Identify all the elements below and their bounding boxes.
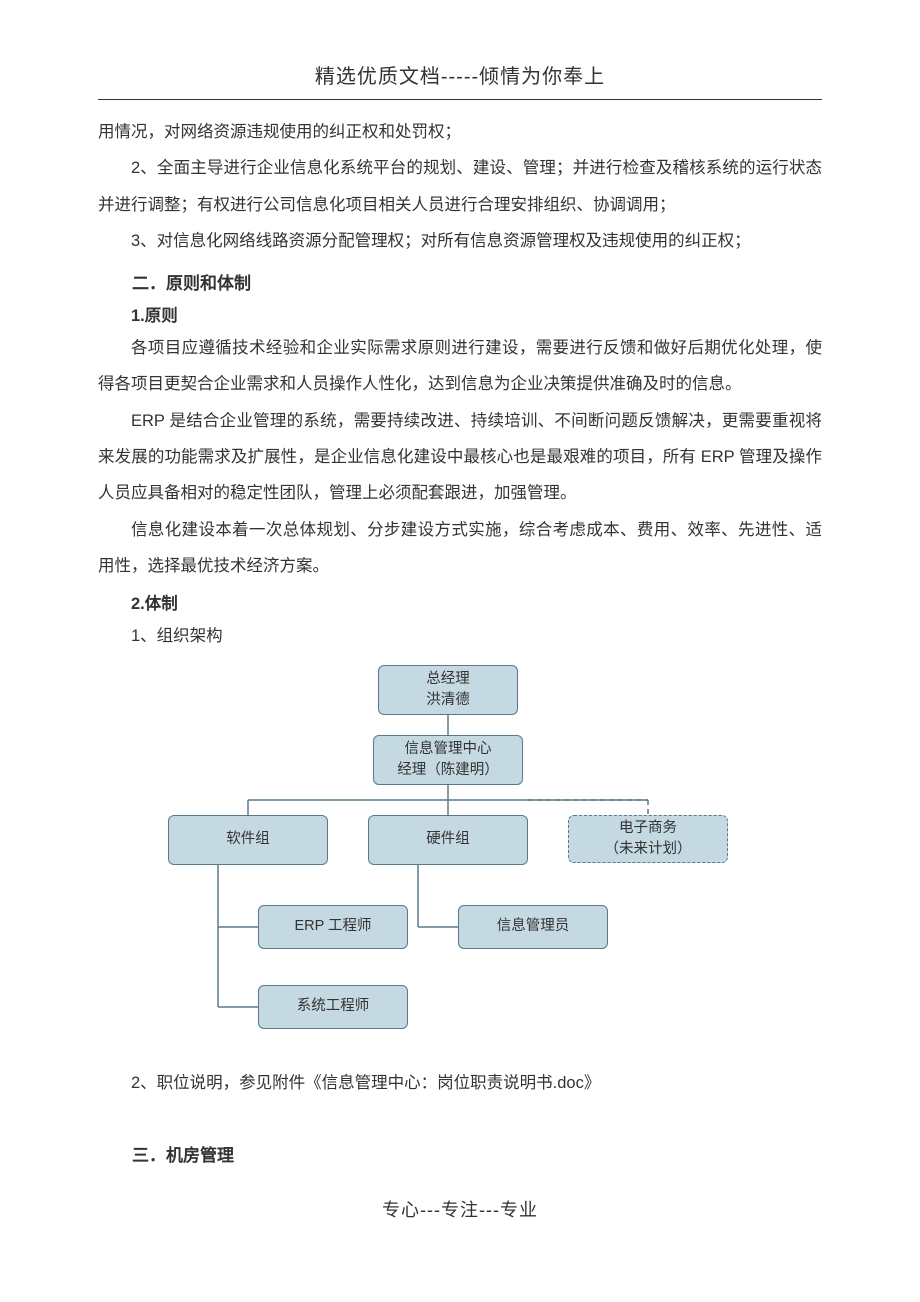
org-node-sw-line1: 软件组 [175,829,321,849]
section-2-sub1: 1.原则 [98,302,822,326]
paragraph-1: 2、全面主导进行企业信息化系统平台的规划、建设、管理；并进行检查及稽核系统的运行… [98,150,822,223]
org-node-imc-line2: 经理（陈建明） [380,760,516,780]
section-2-heading: 二．原则和体制 [98,269,822,294]
paragraph-7: 2、职位说明，参见附件《信息管理中心：岗位职责说明书.doc》 [98,1065,822,1101]
paragraph-3: 各项目应遵循技术经验和企业实际需求原则进行建设，需要进行反馈和做好后期优化处理，… [98,330,822,403]
paragraph-2: 3、对信息化网络线路资源分配管理权；对所有信息资源管理权及违规使用的纠正权； [98,223,822,259]
org-node-sys: 系统工程师 [258,985,408,1029]
org-node-hw: 硬件组 [368,815,528,865]
paragraph-4: ERP 是结合企业管理的系统，需要持续改进、持续培训、不间断问题反馈解决，更需要… [98,403,822,512]
org-node-gm: 总经理洪清德 [378,665,518,715]
org-node-sw: 软件组 [168,815,328,865]
org-node-imc-line1: 信息管理中心 [380,739,516,759]
org-node-im: 信息管理员 [458,905,608,949]
page-footer-text: 专心---专注---专业 [98,1196,822,1222]
org-node-erp: ERP 工程师 [258,905,408,949]
org-node-imc: 信息管理中心经理（陈建明） [373,735,523,785]
org-node-gm-line2: 洪清德 [385,690,511,710]
header-divider [98,99,822,100]
org-node-sys-line1: 系统工程师 [265,996,401,1016]
org-chart: 总经理洪清德信息管理中心经理（陈建明）软件组硬件组电子商务（未来计划）ERP 工… [98,665,818,1055]
org-node-gm-line1: 总经理 [385,669,511,689]
section-2-sub2: 2.体制 [98,590,822,614]
org-node-erp-line1: ERP 工程师 [265,916,401,936]
paragraph-6: 1、组织架构 [98,618,822,654]
paragraph-5: 信息化建设本着一次总体规划、分步建设方式实施，综合考虑成本、费用、效率、先进性、… [98,512,822,585]
org-node-im-line1: 信息管理员 [465,916,601,936]
paragraph-0: 用情况，对网络资源违规使用的纠正权和处罚权； [98,114,822,150]
org-node-ec: 电子商务（未来计划） [568,815,728,863]
page-header-title: 精选优质文档-----倾情为你奉上 [98,60,822,89]
document-page: 精选优质文档-----倾情为你奉上 用情况，对网络资源违规使用的纠正权和处罚权；… [0,0,920,1262]
org-node-hw-line1: 硬件组 [375,829,521,849]
section-3-heading: 三．机房管理 [98,1141,822,1166]
org-node-ec-line1: 电子商务 [575,818,721,838]
spacer [98,1101,822,1131]
org-node-ec-line2: （未来计划） [575,839,721,859]
